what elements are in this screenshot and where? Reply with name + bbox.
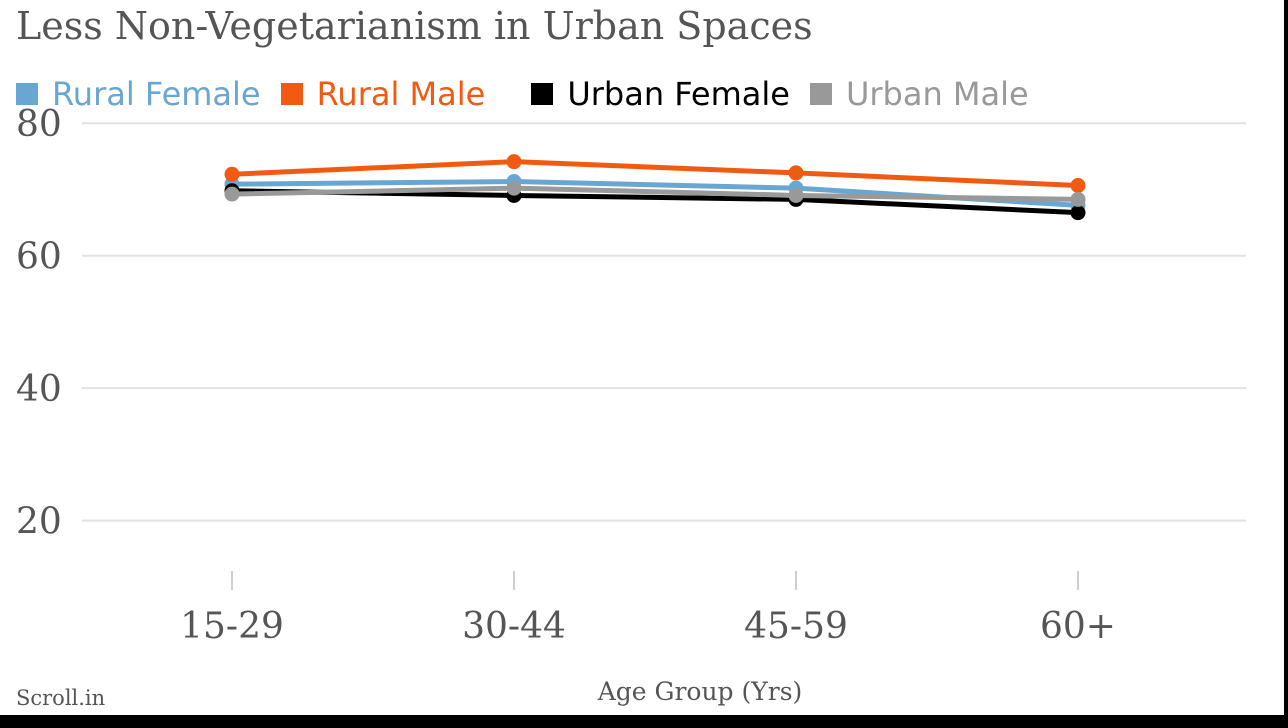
data-point	[788, 165, 804, 181]
data-point	[506, 154, 522, 170]
chart-title: Less Non-Vegetarianism in Urban Spaces	[16, 4, 813, 48]
x-tick-label: 60+	[1040, 606, 1116, 647]
source-credit: Scroll.in	[16, 686, 106, 710]
legend-item: Rural Female	[16, 75, 261, 113]
x-tick-label: 15-29	[180, 606, 284, 647]
legend: Rural Female Rural Male Urban Female Urban …	[16, 72, 1049, 116]
y-tick-label: 80	[16, 104, 62, 145]
series-urban-male	[224, 180, 1086, 207]
x-axis-ticks	[231, 571, 1079, 590]
data-point	[224, 186, 240, 202]
x-axis-tick-labels: 15-29 30-44 45-59 60+	[180, 606, 1116, 647]
legend-swatch	[809, 83, 832, 105]
gridlines	[82, 122, 1246, 522]
y-tick-label: 60	[16, 237, 62, 278]
series-lines	[224, 154, 1086, 221]
line-chart: 20 40 60 80 15-29 30-44 45-59 60+ Age Group (Y…	[16, 104, 1246, 706]
series-line	[231, 185, 1079, 202]
series-urban-female	[224, 183, 1086, 221]
legend-label: Urban Female	[567, 75, 790, 113]
data-point	[1070, 205, 1086, 221]
data-point	[788, 187, 804, 203]
series-rural-male	[224, 154, 1086, 194]
data-point	[224, 166, 240, 182]
legend-item: Rural Male	[280, 75, 486, 113]
y-axis-tick-labels: 20 40 60 80	[16, 104, 62, 542]
legend-swatch	[531, 83, 554, 105]
series-line	[231, 159, 1079, 189]
legend-item: Urban Male	[809, 75, 1029, 113]
legend-label: Urban Male	[845, 75, 1029, 113]
chart-panel: Less Non-Vegetarianism in Urban Spaces R…	[0, 0, 1284, 715]
x-axis-label: Age Group (Yrs)	[597, 677, 803, 706]
x-tick-label: 45-59	[744, 606, 848, 647]
data-point	[1070, 191, 1086, 207]
data-point	[1070, 178, 1086, 194]
x-tick-label: 30-44	[462, 606, 566, 647]
legend-item: Urban Female	[531, 75, 790, 113]
data-point	[506, 180, 522, 196]
legend-swatch	[280, 83, 303, 105]
legend-label: Rural Female	[52, 75, 261, 113]
legend-label: Rural Male	[316, 75, 486, 113]
legend-swatch	[16, 83, 38, 105]
y-tick-label: 20	[16, 502, 62, 543]
y-tick-label: 40	[16, 369, 62, 410]
